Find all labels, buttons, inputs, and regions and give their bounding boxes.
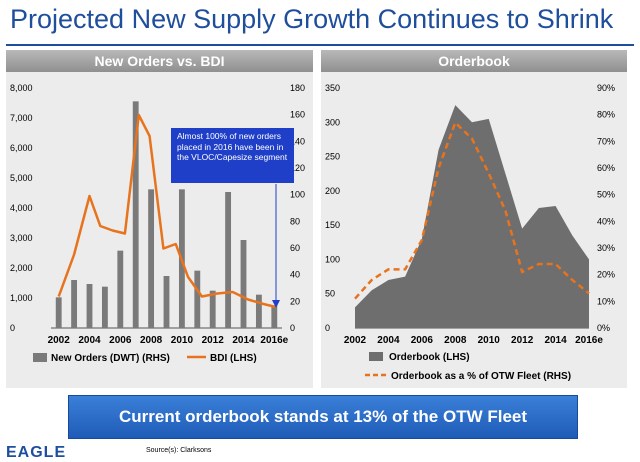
new-orders-bar (86, 284, 93, 328)
new-orders-bar (132, 101, 139, 328)
right-axis-tick-label: 60 (290, 243, 300, 253)
left-axis-tick-label: 300 (325, 117, 340, 127)
legend-orderbook-swatch (369, 352, 383, 361)
legend-bdi-label: BDI (LHS) (210, 353, 257, 364)
x-axis-tick-label: 2008 (444, 335, 467, 346)
new-orders-bar (240, 240, 247, 328)
company-logo: EAGLE (6, 444, 67, 461)
orderbook-pct-line (354, 121, 590, 300)
left-axis-tick-label: 5,000 (10, 173, 33, 183)
right-axis-tick-label: 90% (597, 83, 615, 93)
x-axis-tick-label: 2002 (48, 335, 71, 346)
x-axis-tick-label: 2006 (411, 335, 434, 346)
legend-new-orders-swatch (33, 353, 47, 362)
left-axis-tick-label: 1,000 (10, 293, 33, 303)
right-axis-tick-label: 20% (597, 270, 615, 280)
x-axis-tick-label: 2008 (140, 335, 163, 346)
callout-arrow-head (272, 300, 280, 308)
right-axis-tick-label: 0 (290, 323, 295, 333)
right-axis-tick-label: 20 (290, 296, 300, 306)
new-orders-bar (117, 250, 124, 328)
right-axis-tick-label: 0% (597, 323, 610, 333)
right-chart-title: Orderbook (321, 50, 627, 72)
legend-new-orders-label: New Orders (DWT) (RHS) (51, 353, 170, 364)
page-title: Projected New Supply Growth Continues to… (10, 4, 614, 34)
new-orders-bar (194, 270, 201, 328)
x-axis-tick-label: 2016e (260, 335, 288, 346)
left-axis-tick-label: 7,000 (10, 113, 33, 123)
new-orders-bar (255, 294, 262, 328)
right-axis-tick-label: 60% (597, 163, 615, 173)
x-axis-tick-label: 2004 (377, 335, 400, 346)
new-orders-bar (71, 280, 78, 328)
legend-pct-label: Orderbook as a % of OTW Fleet (RHS) (391, 371, 571, 382)
x-axis-tick-label: 2006 (109, 335, 132, 346)
orderbook-area (355, 105, 589, 328)
right-axis-tick-label: 80% (597, 110, 615, 120)
left-axis-tick-label: 0 (325, 323, 330, 333)
right-axis-tick-label: 140 (290, 136, 305, 146)
left-axis-tick-label: 4,000 (10, 203, 33, 213)
left-axis-tick-label: 8,000 (10, 83, 33, 93)
x-axis-tick-label: 2002 (344, 335, 367, 346)
right-axis-tick-label: 40% (597, 216, 615, 226)
new-orders-vs-bdi-panel: New Orders vs. BDI 0 1,000 2,000 3,000 4,000… (6, 50, 313, 388)
new-orders-bar (225, 192, 232, 328)
left-axis-tick-label: 100 (325, 254, 340, 264)
left-axis-tick-label: 350 (325, 83, 340, 93)
right-axis-tick-label: 120 (290, 163, 305, 173)
left-axis-tick-label: 250 (325, 152, 340, 162)
new-orders-bar (101, 286, 108, 328)
right-axis-tick-label: 180 (290, 83, 305, 93)
right-axis-tick-label: 40 (290, 270, 300, 280)
left-axis-tick-label: 50 (325, 289, 335, 299)
new-orders-bar (55, 297, 62, 328)
left-axis-tick-label: 150 (325, 220, 340, 230)
x-axis-tick-label: 2012 (202, 335, 225, 346)
right-axis-tick-label: 160 (290, 110, 305, 120)
x-axis-tick-label: 2016e (575, 335, 603, 346)
left-axis-tick-label: 6,000 (10, 143, 33, 153)
new-orders-vs-bdi-chart: 0 1,000 2,000 3,000 4,000 5,000 6,000 7,000 8,00… (10, 83, 305, 364)
source-note: Source(s): Clarksons (146, 447, 212, 454)
new-orders-bar (148, 189, 155, 328)
orderbook-chart: 0 50 100 150 200 250 300 350 0% 10% 20% 30% 40% 50% 60… (325, 83, 615, 382)
x-axis-tick-label: 2010 (171, 335, 194, 346)
right-axis-tick-label: 50% (597, 190, 615, 200)
x-axis-tick-label: 2014 (544, 335, 567, 346)
new-orders-bar (271, 305, 278, 328)
title-rule (6, 44, 634, 46)
right-axis-tick-label: 10% (597, 296, 615, 306)
left-chart-title: New Orders vs. BDI (6, 50, 313, 72)
x-axis-tick-label: 2010 (478, 335, 501, 346)
left-axis-tick-label: 200 (325, 186, 340, 196)
right-axis-tick-label: 80 (290, 216, 300, 226)
annotation-callout: Almost 100% of new orders placed in 2016… (171, 128, 294, 183)
new-orders-bar (209, 290, 216, 328)
x-axis-tick-label: 2004 (78, 335, 101, 346)
orderbook-panel: Orderbook 0 50 100 150 200 250 300 350 0% 10% 20% 3… (321, 50, 627, 388)
right-axis-tick-label: 100 (290, 190, 305, 200)
left-axis-tick-label: 0 (10, 323, 15, 333)
right-axis-tick-label: 70% (597, 136, 615, 146)
bdi-line (57, 113, 277, 309)
legend-orderbook-label: Orderbook (LHS) (389, 352, 470, 363)
new-orders-bar (163, 276, 170, 328)
x-axis-tick-label: 2012 (511, 335, 534, 346)
right-axis-tick-label: 30% (597, 243, 615, 253)
left-axis-tick-label: 2,000 (10, 263, 33, 273)
left-axis-tick-label: 3,000 (10, 233, 33, 243)
x-axis-tick-label: 2014 (232, 335, 255, 346)
orderbook-banner: Current orderbook stands at 13% of the O… (68, 395, 578, 439)
